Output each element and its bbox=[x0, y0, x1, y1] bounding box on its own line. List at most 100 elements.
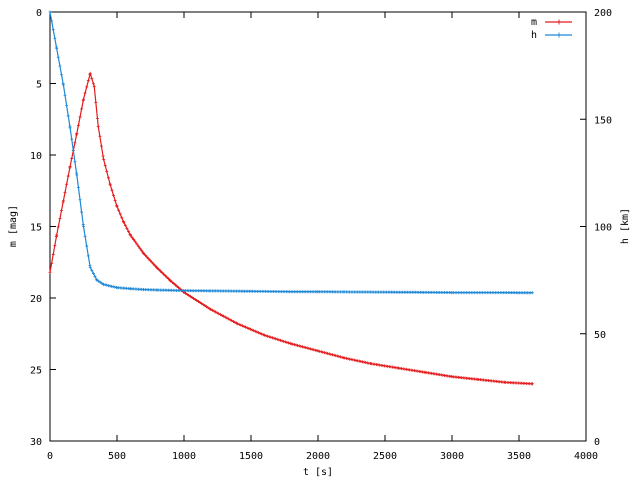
data-point-h bbox=[63, 93, 67, 97]
left-y-tick-label: 10 bbox=[30, 151, 42, 162]
data-point-m bbox=[91, 82, 95, 86]
data-point-m bbox=[318, 349, 322, 353]
left-y-tick-label: 5 bbox=[36, 80, 42, 91]
data-point-m bbox=[260, 332, 264, 336]
right-y-axis-ticks: 0 50 100 150 200 bbox=[580, 8, 612, 448]
data-point-m bbox=[291, 342, 295, 346]
data-point-m bbox=[215, 311, 219, 315]
data-point-m bbox=[50, 261, 54, 265]
data-point-m bbox=[65, 182, 69, 186]
data-point-m bbox=[203, 304, 207, 308]
data-point-m bbox=[258, 331, 262, 335]
data-point-m bbox=[82, 97, 85, 101]
data-point-m bbox=[145, 255, 149, 259]
data-point-m bbox=[228, 318, 232, 322]
data-point-m bbox=[312, 348, 316, 352]
data-point-m bbox=[307, 346, 311, 350]
legend-marker-h bbox=[556, 32, 562, 38]
data-point-m bbox=[322, 351, 326, 355]
data-point-m bbox=[188, 294, 192, 298]
x-tick-label: 3500 bbox=[507, 451, 531, 462]
legend-marker-m bbox=[556, 19, 562, 25]
data-point-m bbox=[297, 344, 301, 348]
data-point-m bbox=[80, 107, 84, 111]
data-point-m bbox=[212, 309, 216, 313]
left-y-tick-label: 25 bbox=[30, 366, 42, 377]
data-point-m bbox=[143, 253, 147, 257]
right-y-tick-label: 200 bbox=[594, 8, 612, 19]
data-point-m bbox=[206, 306, 210, 310]
data-point-m bbox=[266, 334, 270, 338]
right-y-tick-label: 100 bbox=[594, 223, 612, 234]
data-point-m bbox=[222, 314, 226, 318]
data-point-m bbox=[85, 85, 89, 89]
data-point-m bbox=[153, 264, 157, 268]
data-point-m bbox=[123, 223, 127, 227]
legend: mh bbox=[531, 17, 572, 41]
data-point-m bbox=[252, 329, 256, 333]
data-point-h bbox=[56, 55, 60, 59]
data-point-h bbox=[65, 104, 69, 108]
data-point-m bbox=[151, 262, 155, 266]
x-tick-label: 1500 bbox=[239, 451, 263, 462]
data-point-m bbox=[244, 325, 248, 329]
data-point-m bbox=[168, 278, 172, 282]
data-point-m bbox=[158, 269, 162, 273]
data-point-h bbox=[97, 279, 101, 283]
data-point-m bbox=[63, 191, 67, 195]
data-point-m bbox=[233, 320, 237, 324]
data-point-m bbox=[287, 341, 291, 345]
data-point-h bbox=[55, 46, 59, 50]
data-point-m bbox=[120, 216, 124, 220]
data-point-m bbox=[53, 243, 57, 247]
data-point-m bbox=[166, 277, 170, 281]
data-point-m bbox=[148, 259, 152, 263]
data-point-m bbox=[319, 350, 323, 354]
data-point-m bbox=[217, 312, 221, 316]
data-point-m bbox=[272, 336, 276, 340]
data-point-m bbox=[242, 324, 246, 328]
data-point-m bbox=[157, 268, 161, 272]
data-point-m bbox=[316, 349, 320, 353]
data-point-m bbox=[56, 225, 60, 229]
right-y-tick-label: 0 bbox=[594, 437, 600, 448]
data-point-m bbox=[187, 293, 191, 297]
x-tick-label: 3000 bbox=[440, 451, 464, 462]
data-point-m bbox=[185, 292, 189, 296]
left-y-tick-label: 0 bbox=[36, 8, 42, 19]
data-point-m bbox=[78, 115, 82, 119]
data-point-m bbox=[280, 339, 284, 343]
data-point-h bbox=[88, 265, 92, 269]
data-point-m bbox=[247, 327, 251, 331]
data-point-m bbox=[300, 345, 304, 349]
data-point-m bbox=[305, 346, 309, 350]
data-point-m bbox=[294, 343, 298, 347]
data-point-m bbox=[60, 208, 64, 212]
right-y-tick-label: 50 bbox=[594, 330, 606, 341]
data-point-m bbox=[75, 132, 79, 136]
data-point-m bbox=[165, 275, 169, 279]
data-point-m bbox=[96, 124, 100, 128]
data-point-m bbox=[125, 226, 129, 230]
data-point-m bbox=[270, 336, 274, 340]
x-axis-label: t [s] bbox=[303, 467, 333, 478]
data-point-m bbox=[285, 340, 289, 344]
legend-label-m: m bbox=[531, 17, 537, 28]
data-point-h bbox=[51, 28, 55, 32]
data-point-h bbox=[90, 268, 94, 272]
data-point-m bbox=[175, 284, 179, 288]
data-point-h bbox=[68, 126, 72, 130]
data-point-h bbox=[82, 225, 85, 228]
data-point-m bbox=[184, 291, 188, 295]
data-point-m bbox=[195, 299, 199, 303]
data-point-m bbox=[530, 382, 534, 386]
data-point-m bbox=[201, 303, 205, 307]
data-point-m bbox=[321, 350, 325, 354]
data-point-h bbox=[66, 114, 70, 118]
data-point-m bbox=[172, 282, 176, 286]
data-point-m bbox=[324, 351, 328, 355]
data-point-m bbox=[136, 244, 140, 248]
data-point-m bbox=[127, 229, 131, 233]
